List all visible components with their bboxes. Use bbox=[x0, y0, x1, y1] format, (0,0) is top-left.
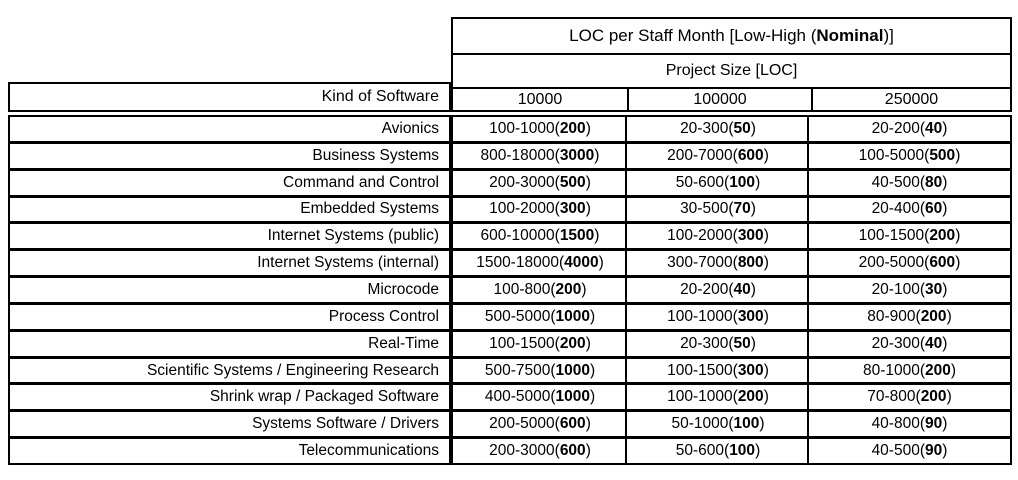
table-row: 1500-18000(4000) 300-7000(800) 200-5000(60… bbox=[453, 251, 1010, 279]
loc-cell: 30-500(70) bbox=[680, 200, 756, 218]
size-columns-row: 10000 100000 250000 bbox=[453, 89, 1010, 110]
table-row-kind-label: Real-Time bbox=[10, 332, 449, 359]
kind-of-software-column: Avionics Business Systems Command and Cont… bbox=[8, 115, 451, 465]
table-title: LOC per Staff Month [Low-High (Nominal)] bbox=[453, 19, 1010, 55]
table-row-kind-label: Shrink wrap / Packaged Software bbox=[10, 385, 449, 413]
title-nominal-bold: Nominal bbox=[816, 26, 884, 45]
table-row-kind-label: Microcode bbox=[10, 278, 449, 305]
loc-cell: 50-600(100) bbox=[675, 173, 761, 191]
loc-cell: 200-5000(600) bbox=[858, 254, 961, 272]
loc-cell: 70-800(200) bbox=[867, 388, 952, 406]
table-row: 100-2000(300) 30-500(70) 20-400(60) bbox=[453, 198, 1010, 225]
loc-table-header: LOC per Staff Month [Low-High (Nominal)]… bbox=[451, 17, 1012, 112]
table-row-kind-label: Process Control bbox=[10, 305, 449, 332]
table-row-kind-label: Telecommunications bbox=[298, 442, 439, 460]
loc-cell: 100-1000(300) bbox=[667, 307, 769, 325]
loc-cell: 80-1000(200) bbox=[862, 361, 957, 379]
loc-cell: 1500-18000(4000) bbox=[476, 254, 604, 272]
table-row: 100-1000(200) 20-300(50) 20-200(40) bbox=[453, 117, 1010, 144]
loc-cell: 100-800(200) bbox=[493, 280, 587, 298]
loc-cell: 100-1000(200) bbox=[667, 388, 769, 406]
loc-cell: 20-200(40) bbox=[871, 119, 948, 137]
loc-cell: 50-1000(100) bbox=[671, 415, 765, 433]
table-row: 400-5000(1000) 100-1000(200) 70-800(200) bbox=[453, 385, 1010, 413]
loc-cell: 100-1500(300) bbox=[667, 361, 769, 379]
table-row: 200-3000(500) 50-600(100) 40-500(80) bbox=[453, 171, 1010, 198]
table-row-kind-label: Internet Systems (public) bbox=[10, 224, 449, 252]
table-row: 500-5000(1000) 100-1000(300) 80-900(200) bbox=[453, 305, 1010, 332]
table-row-kind-label: Business Systems bbox=[10, 144, 449, 171]
loc-cell: 200-7000(600) bbox=[667, 146, 769, 164]
table-row: 100-1500(200) 20-300(50) 20-300(40) bbox=[453, 332, 1010, 359]
loc-cell: 20-300(50) bbox=[680, 334, 756, 352]
loc-cell: 50-600(100) bbox=[675, 442, 761, 460]
project-size-header: Project Size [LOC] bbox=[453, 55, 1010, 89]
loc-cell: 500-5000(1000) bbox=[484, 307, 596, 325]
loc-cell: 80-900(200) bbox=[867, 307, 952, 325]
size-col-header-100000: 100000 bbox=[629, 89, 813, 110]
loc-cell: 100-5000(500) bbox=[858, 146, 961, 164]
loc-cell: 300-7000(800) bbox=[667, 254, 769, 272]
loc-cell: 40-500(90) bbox=[871, 442, 948, 460]
table-row: 100-800(200) 20-200(40) 20-100(30) bbox=[453, 278, 1010, 305]
loc-cell: 200-3000(500) bbox=[489, 173, 591, 191]
loc-cell: 200-3000(600) bbox=[489, 442, 591, 460]
loc-cell: 20-300(50) bbox=[680, 119, 756, 137]
loc-cell: 500-7500(1000) bbox=[484, 361, 596, 379]
loc-cell: 20-300(40) bbox=[871, 334, 948, 352]
loc-cell: 100-2000(300) bbox=[489, 200, 591, 218]
loc-cell: 40-500(80) bbox=[871, 173, 948, 191]
loc-cell: 800-18000(3000) bbox=[480, 146, 600, 164]
table-row-kind-label: Avionics bbox=[10, 117, 449, 144]
table-row-kind-label: Scientific Systems / Engineering Researc… bbox=[10, 359, 449, 386]
title-prefix: LOC per Staff Month [Low-High ( bbox=[569, 26, 817, 45]
loc-cell: 100-1500(200) bbox=[489, 334, 591, 352]
column-divider bbox=[807, 117, 809, 463]
loc-cell: 20-100(30) bbox=[871, 280, 948, 298]
kind-of-software-header: Kind of Software bbox=[8, 82, 451, 112]
loc-cell: 40-800(90) bbox=[871, 415, 948, 433]
loc-cell: 20-400(60) bbox=[871, 200, 948, 218]
loc-cell: 600-10000(1500) bbox=[480, 227, 600, 245]
table-row: 500-7500(1000) 100-1500(300) 80-1000(200) bbox=[453, 359, 1010, 386]
loc-cell: 100-2000(300) bbox=[667, 227, 769, 245]
loc-data-grid: 100-1000(200) 20-300(50) 20-200(40) 800-180… bbox=[451, 115, 1012, 465]
size-col-header-250000: 250000 bbox=[884, 90, 939, 108]
table-row-kind-label: Command and Control bbox=[10, 171, 449, 198]
size-col-header-10000: 10000 bbox=[453, 89, 629, 110]
loc-cell: 20-200(40) bbox=[680, 280, 756, 298]
table-row: 200-5000(600) 50-1000(100) 40-800(90) bbox=[453, 412, 1010, 440]
column-divider bbox=[625, 117, 627, 463]
table-row: 600-10000(1500) 100-2000(300) 100-1500(200… bbox=[453, 224, 1010, 252]
loc-cell: 100-1500(200) bbox=[858, 227, 961, 245]
table-row-kind-label: Embedded Systems bbox=[10, 198, 449, 225]
title-suffix: )] bbox=[883, 26, 894, 45]
table-row-kind-label: Internet Systems (internal) bbox=[10, 251, 449, 279]
loc-cell: 200-5000(600) bbox=[489, 415, 591, 433]
table-row-kind-label: Systems Software / Drivers bbox=[10, 412, 449, 440]
table-row: 800-18000(3000) 200-7000(600) 100-5000(500… bbox=[453, 144, 1010, 171]
loc-cell: 400-5000(1000) bbox=[484, 388, 596, 406]
table-row: 200-3000(600) 50-600(100) 40-500(90) bbox=[453, 439, 1010, 463]
loc-cell: 100-1000(200) bbox=[489, 119, 591, 137]
